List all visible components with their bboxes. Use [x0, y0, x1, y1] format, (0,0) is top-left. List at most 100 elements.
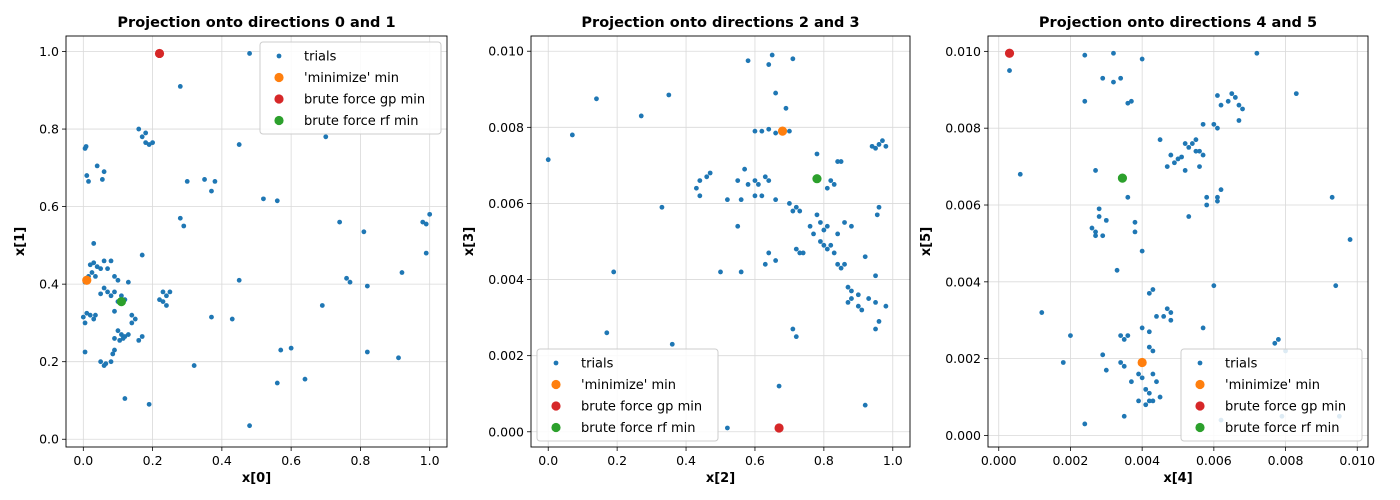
- point-trials: [1168, 317, 1174, 323]
- point-trials: [766, 250, 772, 256]
- point-trials: [838, 265, 844, 271]
- point-trials: [274, 380, 280, 386]
- point-trials: [776, 383, 782, 389]
- point-trials: [1215, 198, 1220, 204]
- point-brute-force-gp-min: [154, 48, 165, 59]
- point-trials: [849, 296, 854, 301]
- axes-frame: [65, 35, 448, 448]
- point-trials: [209, 314, 214, 320]
- x-tick-label: 0.006: [1196, 453, 1232, 468]
- point-trials: [80, 314, 86, 320]
- point-trials: [1157, 137, 1163, 143]
- point-brute-force-rf-min: [812, 174, 822, 184]
- point-trials: [855, 303, 861, 309]
- point-trials: [1082, 98, 1088, 104]
- point-trials: [229, 316, 235, 322]
- x-axis-label: x[4]: [1163, 471, 1192, 486]
- point-trials: [1100, 75, 1106, 81]
- y-tick-label: 1.0: [39, 44, 59, 59]
- point-trials: [835, 231, 841, 237]
- legend-marker: [551, 379, 561, 390]
- point-trials: [396, 355, 401, 361]
- point-trials: [1275, 337, 1281, 342]
- point-trials: [1068, 333, 1073, 339]
- point-trials: [787, 128, 792, 134]
- point-trials: [125, 332, 131, 337]
- point-trials: [666, 92, 672, 98]
- point-trials: [697, 193, 703, 199]
- legend-entry: trials: [581, 357, 614, 372]
- point-trials: [139, 252, 145, 258]
- point-trials: [1146, 390, 1152, 396]
- point-trials: [129, 320, 135, 326]
- subplot-1: 0.0 0.2 0.4 0.6 0.8 1.0 0.000 0.002 0.004 0.006 0.…: [462, 15, 911, 486]
- point-trials: [1146, 398, 1152, 404]
- point-trials: [1193, 137, 1199, 143]
- legend-box: [536, 348, 719, 442]
- y-tick-label: 0.008: [488, 120, 524, 135]
- point-trials: [1121, 413, 1127, 419]
- point-trials: [164, 303, 169, 308]
- point-trials: [1150, 287, 1156, 292]
- point--minimize-min: [777, 126, 788, 136]
- point-trials: [831, 250, 837, 256]
- point-trials: [236, 142, 242, 147]
- point-trials: [112, 308, 117, 314]
- legend-marker: [1197, 360, 1203, 366]
- point-brute-force-rf-min: [1117, 173, 1128, 183]
- point-trials: [659, 204, 665, 210]
- point-trials: [89, 270, 95, 275]
- y-tick-label: 0.2: [39, 354, 59, 369]
- chart-title: Projection onto directions 4 and 5: [1039, 15, 1317, 31]
- point-trials: [838, 159, 844, 164]
- point-trials: [756, 182, 761, 187]
- legend-marker: [274, 115, 284, 126]
- y-tick-label: 0.010: [488, 44, 524, 59]
- point-trials: [1215, 194, 1220, 200]
- y-tick-label: 0.006: [945, 198, 981, 213]
- point-trials: [1218, 102, 1224, 108]
- x-tick-label: 0.6: [281, 453, 301, 468]
- point-trials: [724, 425, 730, 431]
- point-trials: [1182, 141, 1188, 146]
- point-trials: [112, 347, 117, 353]
- point-trials: [762, 261, 768, 267]
- point-trials: [876, 142, 882, 147]
- point-trials: [697, 178, 703, 184]
- point-trials: [1100, 352, 1106, 358]
- legend-marker: [553, 360, 559, 366]
- legend-box: [1180, 348, 1363, 442]
- point-trials: [1215, 93, 1220, 98]
- point-trials: [1039, 310, 1045, 315]
- point-trials: [790, 326, 796, 332]
- point-trials: [849, 288, 854, 294]
- point-trials: [1218, 187, 1224, 193]
- y-tick-label: 0.6: [39, 199, 59, 214]
- point-trials: [1164, 306, 1170, 312]
- point-trials: [399, 270, 405, 275]
- x-tick-label: 0.008: [1268, 453, 1304, 468]
- legend-entry: trials: [304, 50, 337, 65]
- point-trials: [1189, 141, 1195, 146]
- y-tick-label: 0.008: [945, 121, 981, 136]
- x-tick-label: 1.0: [883, 453, 903, 468]
- legend-box: [259, 41, 442, 135]
- point-trials: [108, 359, 114, 365]
- legend-entry: 'minimize' min: [1225, 378, 1320, 393]
- point-trials: [862, 402, 868, 408]
- point-trials: [1197, 164, 1202, 169]
- point-trials: [1060, 360, 1066, 365]
- y-tick-label: 0.8: [39, 122, 59, 137]
- point-trials: [718, 269, 723, 275]
- x-tick-label: 0.0: [73, 453, 93, 468]
- point-trials: [423, 221, 429, 227]
- point-trials: [669, 341, 675, 347]
- point-trials: [735, 178, 741, 184]
- point-trials: [849, 223, 854, 229]
- axes-frame: [987, 35, 1369, 448]
- point-trials: [1150, 398, 1156, 404]
- point-trials: [594, 96, 599, 102]
- point-trials: [177, 84, 183, 89]
- point-trials: [1136, 371, 1141, 377]
- legend-marker: [1195, 422, 1205, 433]
